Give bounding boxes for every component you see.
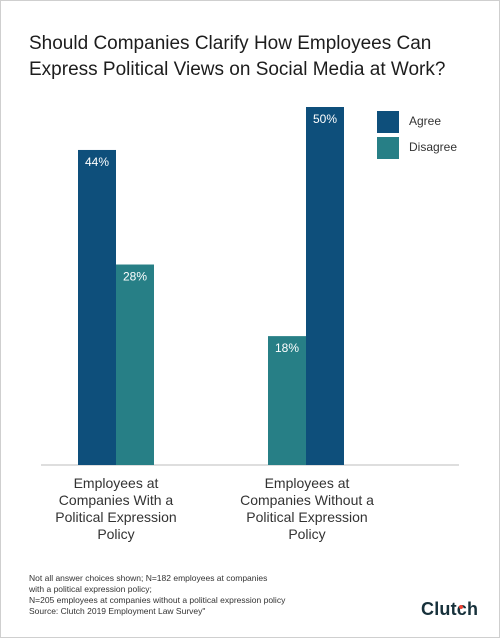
category-label-line: Policy (288, 526, 326, 542)
category-label-line: Political Expression (55, 509, 177, 525)
category-label-line: Companies Without a (240, 492, 374, 508)
category-label-line: Political Expression (246, 509, 368, 525)
legend-item-agree: Agree (377, 111, 487, 133)
legend-swatch-disagree (377, 137, 399, 159)
category-label-without-policy: Employees at Companies Without a Politic… (232, 475, 382, 543)
category-label-line: Employees at (73, 475, 159, 491)
footnote: Not all answer choices shown; N=182 empl… (29, 573, 369, 617)
data-label-disagree-2: 18% (275, 341, 299, 355)
legend-swatch-agree (377, 111, 399, 133)
bar-disagree-1 (116, 264, 154, 465)
clutch-logo: Clutch (421, 599, 479, 619)
data-label-agree-1: 44% (85, 155, 109, 169)
footnote-line: with a political expression policy; (29, 584, 152, 594)
category-label-line: Policy (97, 526, 135, 542)
category-label-line: Employees at (264, 475, 350, 491)
data-label-disagree-1: 28% (123, 270, 147, 284)
category-label-line: Companies With a (58, 492, 174, 508)
bar-agree-2 (306, 107, 344, 465)
category-label-with-policy: Employees at Companies With a Political … (41, 475, 191, 543)
chart-title: Should Companies Clarify How Employees C… (29, 31, 479, 83)
chart-title-line: Should Companies Clarify How Employees C… (29, 33, 432, 54)
footnote-line: N=205 employees at companies without a p… (29, 595, 286, 605)
footnote-line: Not all answer choices shown; N=182 empl… (29, 573, 268, 583)
legend-label-disagree: Disagree (409, 140, 458, 154)
legend-item-disagree: Disagree (377, 137, 487, 159)
legend-label-agree: Agree (409, 114, 442, 128)
logo-accent-dot (459, 605, 463, 609)
bar-disagree-2 (268, 336, 306, 465)
footnote-line: Source: Clutch 2019 Employment Law Surve… (29, 606, 206, 616)
data-label-agree-2: 50% (313, 112, 337, 126)
bar-agree-1 (78, 149, 116, 465)
chart-title-line: Express Political Views on Social Media … (29, 59, 446, 80)
